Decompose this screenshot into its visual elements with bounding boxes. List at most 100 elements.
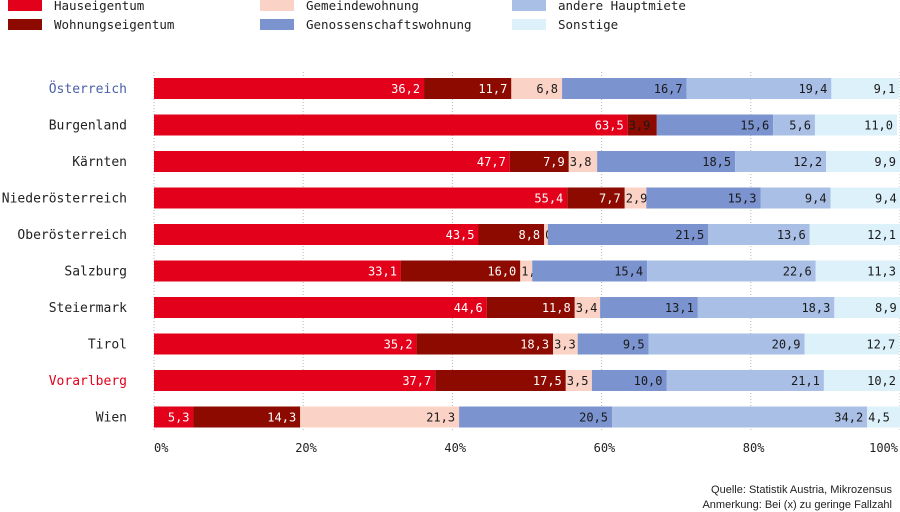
bar-segment-hauseigentum-karnten bbox=[154, 151, 510, 172]
legend-label-genossenschaftswohnung: Genossenschaftswohnung bbox=[306, 17, 472, 32]
data-label-wohnungseigentum-burgenland: 3,9 bbox=[629, 119, 651, 133]
data-label-andere-hauptmiete-karnten: 12,2 bbox=[793, 155, 822, 169]
bar-segment-wohnungseigentum-salzburg bbox=[400, 260, 521, 282]
bar-segment-genossenschaftswohnung-osterreich bbox=[562, 78, 687, 99]
data-label-wohnungseigentum-oberosterreich: 8,8 bbox=[518, 228, 540, 242]
legend-swatch-hauseigentum bbox=[8, 0, 42, 11]
data-label-wohnungseigentum-niederosterreich: 7,7 bbox=[599, 192, 621, 206]
data-label-hauseigentum-salzburg: 33,1 bbox=[368, 265, 397, 279]
data-label-hauseigentum-burgenland: 63,5 bbox=[595, 119, 624, 133]
data-label-andere-hauptmiete-burgenland: 5,6 bbox=[789, 119, 811, 133]
bar-segment-gemeindewohnung-oberosterreich bbox=[544, 224, 548, 245]
bar-segment-sonstige-steiermark bbox=[834, 297, 900, 318]
legend-label-andere-hauptmiete: andere Hauptmiete bbox=[558, 0, 686, 13]
bar-segment-andere-hauptmiete-salzburg bbox=[647, 260, 816, 282]
legend-swatch-sonstige bbox=[512, 19, 546, 30]
data-label-genossenschaftswohnung-wien: 20,5 bbox=[579, 411, 608, 425]
data-label-hauseigentum-tirol: 35,2 bbox=[384, 338, 413, 352]
bar-segment-andere-hauptmiete-burgenland bbox=[773, 114, 815, 136]
bar-segment-gemeindewohnung-steiermark bbox=[574, 297, 601, 318]
data-label-andere-hauptmiete-wien: 34,2 bbox=[834, 411, 863, 425]
bar-segment-hauseigentum-wien bbox=[154, 406, 194, 428]
bar-segment-sonstige-salzburg bbox=[815, 260, 900, 282]
data-label-hauseigentum-wien: 5,3 bbox=[168, 411, 190, 425]
data-label-wohnungseigentum-vorarlberg: 17,5 bbox=[533, 374, 562, 388]
bar-segment-gemeindewohnung-wien bbox=[300, 406, 460, 428]
legend-label-sonstige: Sonstige bbox=[558, 17, 618, 32]
x-tick-label: 100% bbox=[869, 441, 899, 455]
bar-segment-wohnungseigentum-vorarlberg bbox=[435, 370, 566, 391]
bar-segment-hauseigentum-salzburg bbox=[154, 260, 401, 282]
category-label-steiermark: Steiermark bbox=[49, 301, 127, 316]
category-label-karnten: Kärnten bbox=[72, 155, 127, 170]
data-label-wohnungseigentum-wien: 14,3 bbox=[267, 411, 296, 425]
data-label-gemeindewohnung-karnten: 3,8 bbox=[570, 155, 592, 169]
category-label-osterreich: Österreich bbox=[49, 80, 127, 97]
data-label-hauseigentum-steiermark: 44,6 bbox=[454, 301, 483, 315]
bar-segment-genossenschaftswohnung-vorarlberg bbox=[591, 370, 667, 391]
bar-segment-andere-hauptmiete-karnten bbox=[735, 151, 827, 172]
bar-segment-sonstige-oberosterreich bbox=[809, 224, 900, 245]
data-label-sonstige-burgenland: 11,0 bbox=[864, 119, 893, 133]
data-label-genossenschaftswohnung-burgenland: 15,6 bbox=[740, 119, 769, 133]
bar-segment-hauseigentum-steiermark bbox=[154, 297, 487, 318]
bar-segment-gemeindewohnung-salzburg bbox=[520, 260, 533, 282]
bar-segment-hauseigentum-burgenland bbox=[154, 114, 628, 136]
data-label-wohnungseigentum-osterreich: 11,7 bbox=[478, 82, 507, 96]
annotation-note: Anmerkung: Bei (x) zu geringe Fallzahl bbox=[702, 499, 892, 511]
bar-segment-gemeindewohnung-vorarlberg bbox=[565, 370, 592, 391]
bar-segment-hauseigentum-niederosterreich bbox=[154, 187, 568, 209]
legend-swatch-wohnungseigentum bbox=[8, 19, 42, 30]
x-tick-label: 20% bbox=[295, 441, 317, 455]
data-label-sonstige-karnten: 9,9 bbox=[874, 155, 896, 169]
data-label-hauseigentum-vorarlberg: 37,7 bbox=[402, 374, 431, 388]
legend-swatch-andere-hauptmiete bbox=[512, 0, 546, 11]
data-label-genossenschaftswohnung-oberosterreich: 21,5 bbox=[675, 228, 704, 242]
bar-segment-sonstige-tirol bbox=[804, 333, 900, 355]
bar-segment-sonstige-osterreich bbox=[831, 78, 900, 99]
bar-segment-andere-hauptmiete-oberosterreich bbox=[708, 224, 810, 245]
bar-segment-gemeindewohnung-karnten bbox=[568, 151, 598, 172]
category-label-salzburg: Salzburg bbox=[64, 265, 127, 280]
bar-segment-wohnungseigentum-osterreich bbox=[424, 78, 512, 99]
bar-segment-genossenschaftswohnung-karnten bbox=[597, 151, 736, 172]
data-label-wohnungseigentum-salzburg: 16,0 bbox=[487, 265, 516, 279]
bar-segment-gemeindewohnung-niederosterreich bbox=[624, 187, 647, 209]
category-label-tirol: Tirol bbox=[88, 338, 127, 353]
data-label-hauseigentum-oberosterreich: 43,5 bbox=[446, 228, 475, 242]
category-labels: Österreich Burgenland Kärnten Niederösterre… bbox=[2, 80, 127, 426]
data-label-andere-hauptmiete-steiermark: 18,3 bbox=[801, 301, 830, 315]
category-label-niederosterreich: Niederösterreich bbox=[2, 192, 127, 207]
x-tick-label: 0% bbox=[154, 441, 169, 455]
data-label-andere-hauptmiete-tirol: 20,9 bbox=[772, 338, 801, 352]
data-label-sonstige-steiermark: 8,9 bbox=[875, 301, 897, 315]
bar-segment-genossenschaftswohnung-steiermark bbox=[600, 297, 698, 318]
data-label-sonstige-vorarlberg: 10,2 bbox=[867, 374, 896, 388]
bar-segment-wohnungseigentum-niederosterreich bbox=[567, 187, 625, 209]
data-label-andere-hauptmiete-vorarlberg: 21,1 bbox=[791, 374, 820, 388]
data-label-genossenschaftswohnung-karnten: 18,5 bbox=[702, 155, 731, 169]
bars: 36,211,76,816,719,49,163,53,9(x)15,65,61… bbox=[154, 78, 900, 428]
data-label-genossenschaftswohnung-niederosterreich: 15,3 bbox=[728, 192, 757, 206]
data-label-genossenschaftswohnung-salzburg: 15,4 bbox=[614, 265, 643, 279]
bar-segment-wohnungseigentum-tirol bbox=[416, 333, 554, 355]
bar-segment-andere-hauptmiete-niederosterreich bbox=[760, 187, 831, 209]
data-label-sonstige-niederosterreich: 9,4 bbox=[875, 192, 897, 206]
legend-label-hauseigentum: Hauseigentum bbox=[54, 0, 144, 13]
data-label-gemeindewohnung-vorarlberg: 3,5 bbox=[567, 374, 589, 388]
category-label-wien: Wien bbox=[96, 411, 127, 426]
data-label-andere-hauptmiete-osterreich: 19,4 bbox=[798, 82, 827, 96]
legend-swatch-genossenschaftswohnung bbox=[260, 19, 294, 30]
data-label-sonstige-oberosterreich: 12,1 bbox=[867, 228, 896, 242]
data-label-genossenschaftswohnung-tirol: 9,5 bbox=[623, 338, 645, 352]
data-label-genossenschaftswohnung-steiermark: 13,1 bbox=[665, 301, 694, 315]
data-label-sonstige-osterreich: 9,1 bbox=[874, 82, 896, 96]
bar-segment-hauseigentum-oberosterreich bbox=[154, 224, 479, 245]
category-label-burgenland: Burgenland bbox=[49, 119, 127, 134]
bar-segment-andere-hauptmiete-wien bbox=[612, 406, 868, 428]
legend: Hauseigentum Wohnungseigentum Gemeindewohn… bbox=[8, 0, 686, 32]
source-note: Quelle: Statistik Austria, Mikrozensus bbox=[711, 484, 892, 496]
data-label-gemeindewohnung-steiermark: 3,4 bbox=[576, 301, 598, 315]
bar-segment-sonstige-burgenland bbox=[814, 114, 898, 136]
data-label-genossenschaftswohnung-vorarlberg: 10,0 bbox=[634, 374, 663, 388]
